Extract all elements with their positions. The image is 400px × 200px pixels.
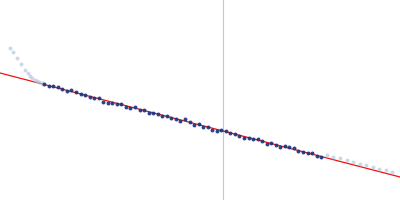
Point: [343, 158, 350, 162]
Point: [209, 129, 216, 132]
Point: [91, 96, 97, 100]
Point: [114, 103, 120, 106]
Point: [277, 145, 284, 148]
Point: [282, 145, 288, 148]
Point: [127, 107, 134, 110]
Point: [73, 90, 79, 94]
Point: [264, 142, 270, 146]
Point: [382, 169, 389, 172]
Point: [86, 95, 93, 98]
Point: [227, 131, 234, 134]
Point: [389, 170, 396, 174]
Point: [182, 118, 188, 121]
Point: [77, 93, 84, 96]
Point: [32, 78, 38, 81]
Point: [96, 97, 102, 100]
Point: [50, 85, 56, 88]
Point: [150, 112, 156, 115]
Point: [300, 150, 306, 154]
Point: [218, 129, 224, 132]
Point: [318, 155, 324, 158]
Point: [22, 68, 28, 71]
Point: [254, 137, 261, 141]
Point: [132, 105, 138, 108]
Point: [223, 129, 229, 133]
Point: [18, 62, 24, 65]
Point: [164, 114, 170, 118]
Point: [46, 84, 52, 87]
Point: [350, 160, 356, 163]
Point: [14, 56, 20, 59]
Point: [268, 142, 274, 145]
Point: [27, 74, 33, 77]
Point: [40, 82, 47, 86]
Point: [36, 81, 42, 84]
Point: [146, 111, 152, 115]
Point: [64, 89, 70, 92]
Point: [173, 117, 179, 121]
Point: [141, 109, 147, 112]
Point: [291, 147, 297, 150]
Point: [159, 115, 166, 118]
Point: [10, 50, 17, 53]
Point: [295, 150, 302, 153]
Point: [177, 119, 184, 122]
Point: [6, 46, 13, 50]
Point: [59, 88, 66, 91]
Point: [356, 162, 363, 165]
Point: [191, 123, 197, 126]
Point: [118, 103, 125, 106]
Point: [100, 100, 106, 103]
Point: [168, 117, 174, 120]
Point: [123, 105, 129, 108]
Point: [314, 154, 320, 157]
Point: [272, 143, 279, 147]
Point: [241, 136, 247, 140]
Point: [136, 108, 143, 111]
Point: [259, 139, 265, 142]
Point: [309, 152, 315, 155]
Point: [376, 167, 382, 170]
Point: [324, 153, 330, 157]
Point: [200, 125, 206, 129]
Point: [286, 146, 292, 149]
Point: [104, 101, 111, 104]
Point: [55, 85, 61, 88]
Point: [38, 82, 45, 85]
Point: [250, 138, 256, 141]
Point: [68, 88, 75, 92]
Point: [109, 101, 116, 104]
Point: [186, 121, 193, 124]
Point: [29, 76, 36, 79]
Point: [337, 157, 343, 160]
Point: [41, 82, 48, 86]
Point: [304, 151, 311, 154]
Point: [34, 79, 40, 83]
Point: [232, 133, 238, 136]
Point: [24, 72, 31, 75]
Point: [245, 137, 252, 140]
Point: [154, 112, 161, 115]
Point: [82, 93, 88, 96]
Point: [214, 129, 220, 132]
Point: [363, 164, 369, 167]
Point: [370, 165, 376, 168]
Point: [330, 155, 337, 158]
Point: [195, 122, 202, 125]
Point: [204, 125, 211, 128]
Point: [236, 134, 243, 137]
